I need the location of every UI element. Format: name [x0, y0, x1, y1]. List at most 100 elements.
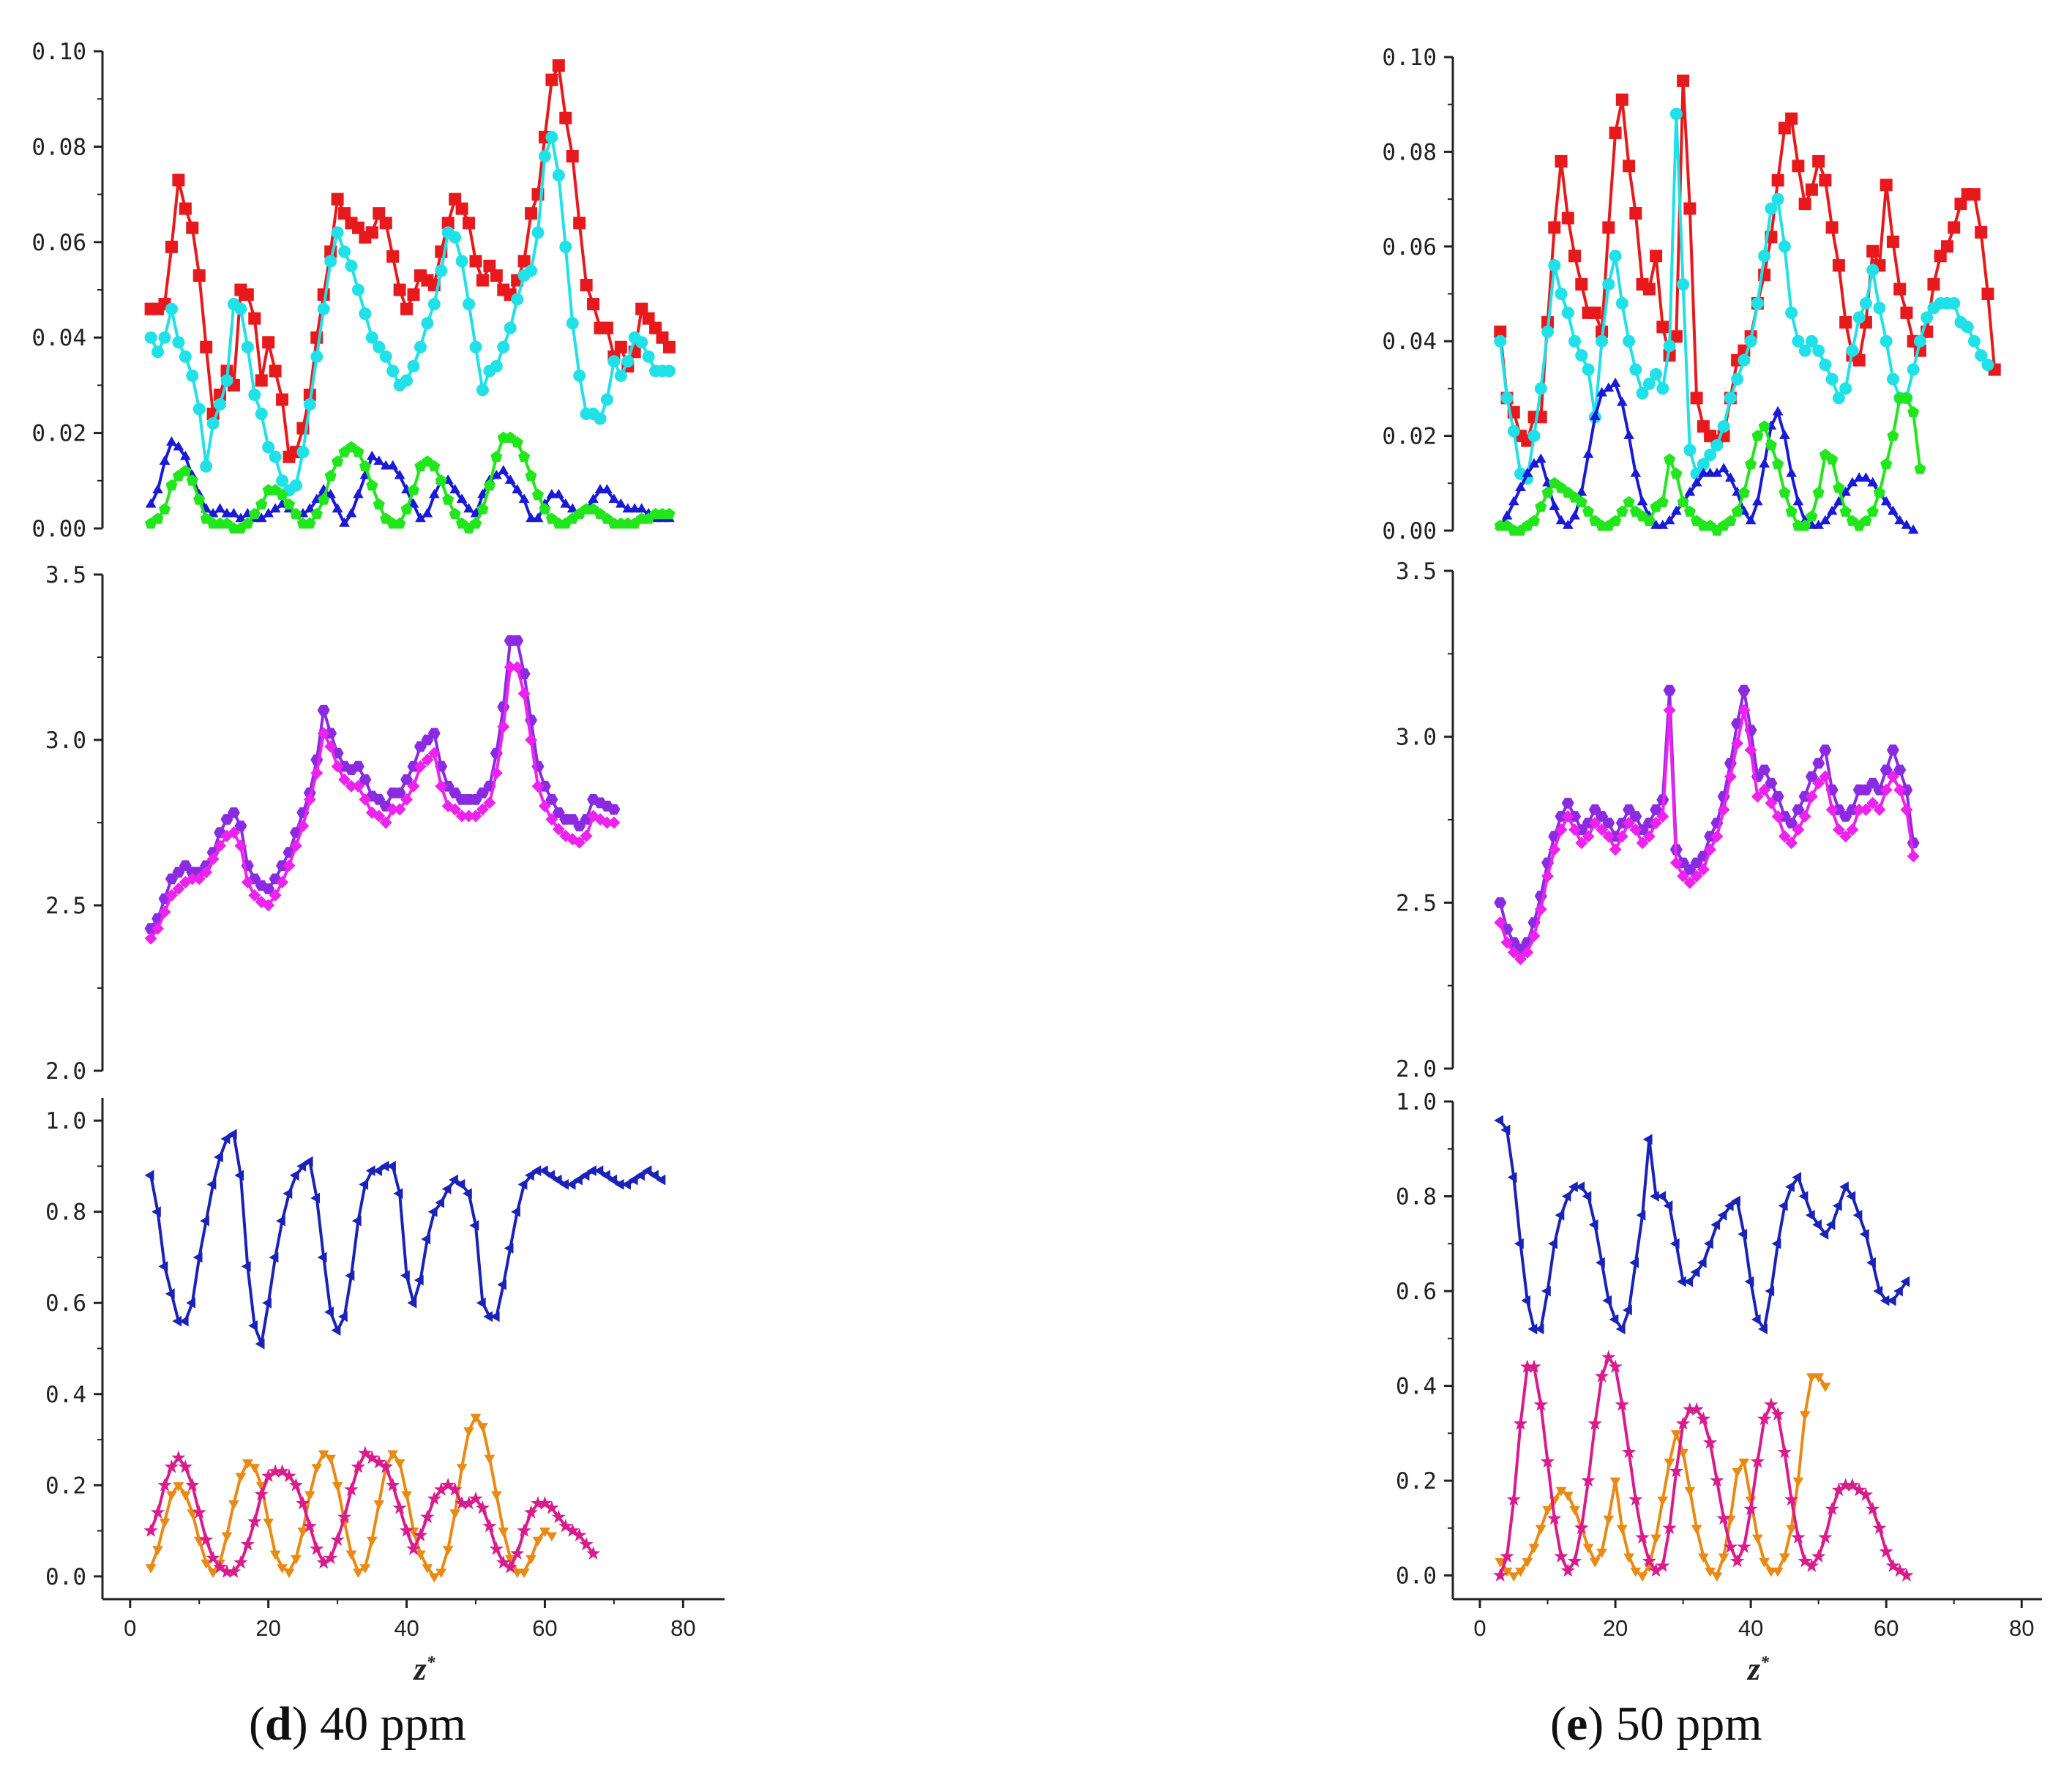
data-point [1948, 296, 1961, 310]
data-point [144, 331, 157, 344]
data-point [1494, 334, 1507, 348]
data-point [463, 809, 476, 823]
data-point [407, 1297, 417, 1309]
data-point [344, 1482, 359, 1496]
data-point [248, 312, 261, 325]
data-point [1744, 744, 1757, 757]
data-point [1765, 777, 1778, 789]
data-point [1541, 1285, 1551, 1297]
data-point [372, 1455, 386, 1469]
y-tick-label: 0.2 [1396, 1468, 1437, 1495]
data-point [414, 340, 427, 354]
data-point [1786, 1525, 1797, 1535]
data-point [1575, 278, 1588, 291]
data-point [1534, 382, 1547, 395]
data-point [1642, 1554, 1656, 1568]
data-point [523, 1505, 539, 1519]
caption-e: (e) 50 ppm [1550, 1697, 1762, 1752]
data-point [1723, 1539, 1738, 1553]
data-point [150, 1505, 165, 1519]
data-point [261, 1468, 276, 1483]
data-point [1615, 1323, 1626, 1335]
x-tick-label: 80 [2009, 1615, 2034, 1641]
data-point [1630, 467, 1642, 477]
series-s1 [144, 59, 676, 463]
x-tick-label: 20 [1603, 1615, 1628, 1641]
data-point [171, 1450, 186, 1465]
data-point [1852, 1210, 1863, 1221]
data-point [1961, 321, 1974, 334]
data-point [1819, 359, 1832, 372]
data-point [1642, 377, 1656, 390]
data-point [468, 1491, 483, 1505]
data-point [1765, 796, 1778, 809]
data-point [455, 202, 468, 215]
data-point [1663, 703, 1676, 717]
data-point [469, 340, 482, 354]
data-point [1582, 1191, 1592, 1202]
data-point [399, 1523, 414, 1537]
data-point [1798, 198, 1811, 211]
data-point [185, 1478, 200, 1492]
data-point [566, 503, 578, 513]
data-point [1691, 1525, 1702, 1535]
data-point [214, 839, 227, 853]
data-point [1772, 1567, 1784, 1577]
data-point [1494, 916, 1507, 929]
series-line [1500, 396, 1922, 532]
data-point [1853, 472, 1865, 482]
y-tick-label: 3.0 [45, 727, 86, 754]
data-point [1609, 843, 1622, 856]
data-point [1886, 235, 1899, 248]
data-point [393, 283, 406, 296]
data-point [1541, 325, 1555, 338]
y-tick-label: 0.00 [1382, 518, 1437, 545]
data-point [152, 1546, 163, 1555]
data-point [572, 1527, 587, 1542]
data-point [560, 498, 572, 508]
data-point [226, 1564, 242, 1578]
data-point [1948, 221, 1961, 234]
data-point [1880, 457, 1893, 470]
data-point [206, 1550, 220, 1565]
data-point [248, 1320, 258, 1331]
data-point [392, 1500, 407, 1514]
data-point [1785, 306, 1798, 319]
data-point [1711, 1572, 1723, 1582]
data-point [449, 507, 461, 520]
data-point [1663, 1200, 1673, 1211]
data-point [497, 1279, 506, 1290]
data-point [1792, 160, 1805, 173]
data-point [338, 245, 351, 258]
data-point [373, 455, 385, 465]
x-tick-label: 20 [255, 1615, 280, 1641]
data-point [1554, 1549, 1568, 1563]
data-point [1602, 221, 1615, 234]
data-point [1880, 764, 1893, 776]
data-point [249, 1464, 261, 1473]
data-point [1771, 1238, 1781, 1249]
data-point [1609, 515, 1622, 526]
data-point [525, 264, 538, 277]
y-tick-label: 0.08 [1382, 139, 1437, 165]
data-point [172, 336, 185, 349]
y-tick-label: 0.06 [31, 230, 86, 256]
y-tick-label: 0.8 [1396, 1184, 1437, 1211]
y-tick-label: 0.10 [1382, 45, 1437, 71]
data-point [600, 393, 613, 406]
data-point [1535, 1525, 1546, 1535]
caption-d-open: ( [249, 1697, 265, 1751]
data-point [1561, 1191, 1571, 1202]
data-point [1866, 244, 1880, 258]
data-point [483, 259, 496, 272]
data-point [629, 503, 640, 513]
data-point [656, 1174, 666, 1186]
data-point [1832, 823, 1845, 837]
data-point [1893, 1285, 1903, 1297]
data-point [1805, 183, 1818, 196]
data-point [476, 1297, 486, 1309]
data-point [1575, 1181, 1585, 1192]
data-point [1852, 803, 1866, 816]
data-point [365, 1165, 375, 1176]
data-point [616, 498, 627, 508]
